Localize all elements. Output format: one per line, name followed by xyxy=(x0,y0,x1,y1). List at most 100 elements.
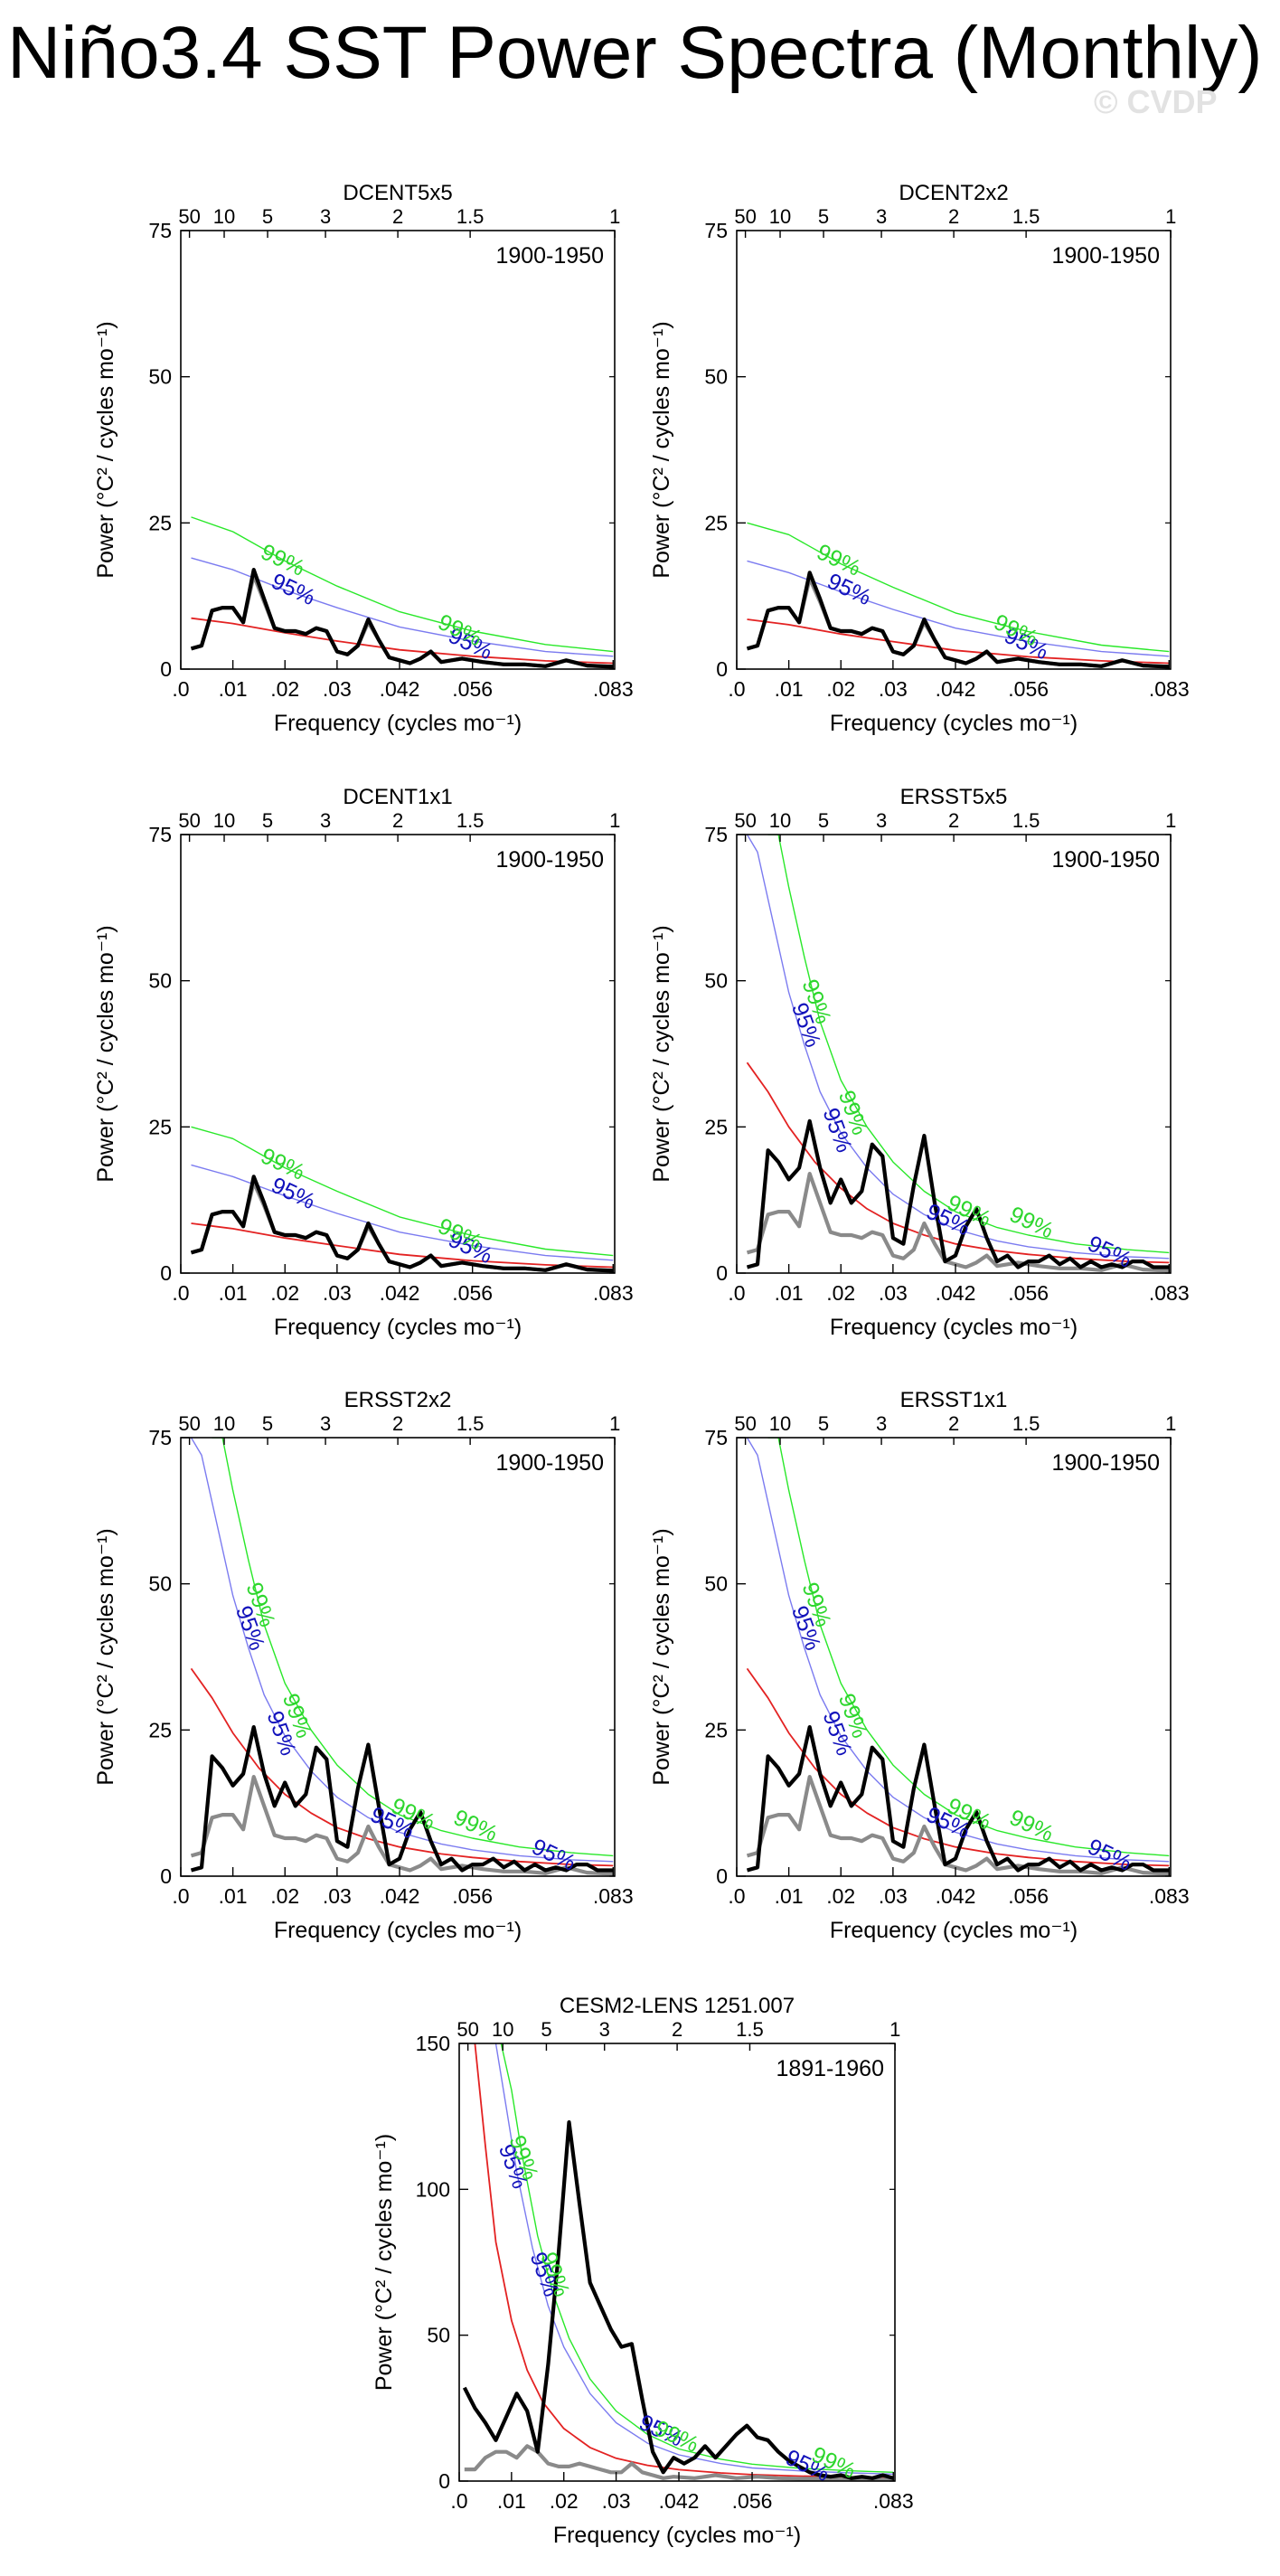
curve-label-ci99: 99% xyxy=(1005,1202,1057,1244)
x-tick-label: .042 xyxy=(936,1281,976,1305)
x-axis-label: Frequency (cycles mo⁻¹) xyxy=(830,1315,1078,1340)
series-ci99-line xyxy=(191,1126,614,1257)
chart-title: DCENT5x5 xyxy=(343,181,452,205)
top-tick-label: 5 xyxy=(818,1412,829,1435)
x-tick-label: .0 xyxy=(172,1281,189,1305)
series-ci95-line xyxy=(746,1438,1170,1863)
y-tick-label: 0 xyxy=(160,1261,172,1285)
top-tick-label: 10 xyxy=(213,205,235,228)
x-tick-label: .056 xyxy=(1008,677,1049,701)
x-tick-label: .042 xyxy=(380,1281,420,1305)
y-tick-label: 50 xyxy=(148,1572,172,1596)
x-tick-label: .03 xyxy=(602,2489,631,2513)
chart-panel-6: 95%95%95%95%99%99%99% 99%.0 .01 .02 .03 .042.… xyxy=(649,1388,1190,1943)
top-tick-label: 1 xyxy=(609,809,620,832)
series-red-noise-line xyxy=(191,1222,614,1269)
x-tick-label: .056 xyxy=(1008,1884,1049,1908)
series-lag1-line xyxy=(746,576,1170,669)
series-lag1-line xyxy=(746,1171,1170,1273)
series-ci99-line xyxy=(767,1438,1170,1857)
series-lag1-line xyxy=(464,2444,894,2481)
x-tick-label: .0 xyxy=(728,677,745,701)
x-tick-label: .02 xyxy=(826,677,855,701)
x-tick-label: .03 xyxy=(323,1884,352,1908)
y-tick-label: 0 xyxy=(716,657,728,681)
chart-title: CESM2-LENS 1251.007 xyxy=(560,1994,795,2018)
y-tick-label: 50 xyxy=(704,969,728,993)
y-tick-label: 50 xyxy=(148,969,172,993)
top-tick-label: 2 xyxy=(392,809,403,832)
chart-title: ERSST1x1 xyxy=(900,1388,1008,1412)
chart-panel-3: 95%95%99%99%.0.01.02.03.042.056.08302550… xyxy=(93,785,634,1340)
series-lag1-line xyxy=(746,1774,1170,1876)
x-tick-label: .0 xyxy=(728,1281,745,1305)
y-axis-label: Power (°C² / cycles mo⁻¹) xyxy=(649,321,674,578)
top-tick-label: 3 xyxy=(599,2018,610,2041)
y-tick-label: 50 xyxy=(704,1572,728,1596)
y-tick-label: 0 xyxy=(160,1864,172,1888)
period-label: 1900-1950 xyxy=(1051,1450,1160,1476)
x-tick-label: .042 xyxy=(380,677,420,701)
x-tick-label: .083 xyxy=(1149,1281,1190,1305)
x-tick-label: .01 xyxy=(219,1281,248,1305)
x-tick-label: .056 xyxy=(452,677,493,701)
top-tick-label: 2 xyxy=(948,809,959,832)
series-spectrum-line xyxy=(190,567,614,669)
y-tick-label: 75 xyxy=(148,219,172,242)
top-tick-label: 50 xyxy=(178,205,200,228)
curve-label-ci99: 99% xyxy=(651,2416,702,2458)
top-tick-label: 1.5 xyxy=(456,205,485,228)
top-tick-label: 50 xyxy=(178,1412,200,1435)
x-tick-label: .02 xyxy=(270,677,299,701)
series-ci99-line xyxy=(191,516,614,653)
y-tick-label: 25 xyxy=(148,511,172,534)
series-spectrum-line xyxy=(190,1724,614,1873)
top-tick-label: 3 xyxy=(320,205,331,228)
x-tick-label: .0 xyxy=(728,1884,745,1908)
y-axis-label: Power (°C² / cycles mo⁻¹) xyxy=(93,1528,118,1785)
x-tick-label: .03 xyxy=(323,677,352,701)
series-ci95-line xyxy=(494,2043,894,2475)
y-tick-label: 100 xyxy=(416,2177,450,2201)
x-tick-label: .042 xyxy=(659,2489,700,2513)
top-tick-label: 1 xyxy=(889,2018,900,2041)
x-tick-label: .042 xyxy=(936,1884,976,1908)
series-lag1-line xyxy=(190,1774,614,1876)
x-tick-label: .02 xyxy=(270,1281,299,1305)
top-tick-label: 1.5 xyxy=(1012,1412,1040,1435)
top-tick-label: 1 xyxy=(1165,205,1176,228)
plot-area: 95%95%95%95%99%99%99%99% xyxy=(190,1438,614,1876)
x-axis-label: Frequency (cycles mo⁻¹) xyxy=(830,711,1078,736)
y-tick-label: 75 xyxy=(704,219,728,242)
top-tick-label: 1.5 xyxy=(1012,205,1040,228)
x-tick-label: .02 xyxy=(550,2489,579,2513)
curve-label-ci99: 99% xyxy=(449,1805,501,1847)
top-tick-label: 3 xyxy=(876,1412,887,1435)
x-tick-label: .042 xyxy=(936,677,976,701)
top-tick-label: 3 xyxy=(320,1412,331,1435)
x-tick-label: .02 xyxy=(270,1884,299,1908)
page-title: Niño3.4 SST Power Spectra (Monthly) xyxy=(7,12,1263,94)
x-tick-label: .083 xyxy=(873,2489,914,2513)
top-tick-label: 50 xyxy=(734,1412,756,1435)
y-tick-label: 0 xyxy=(716,1864,728,1888)
x-tick-label: .01 xyxy=(775,677,804,701)
x-tick-label: .0 xyxy=(450,2489,467,2513)
top-tick-label: 10 xyxy=(213,809,235,832)
y-tick-label: 25 xyxy=(148,1718,172,1741)
x-tick-label: .056 xyxy=(452,1884,493,1908)
top-tick-label: 1.5 xyxy=(736,2018,764,2041)
y-tick-label: 75 xyxy=(704,1426,728,1449)
x-tick-label: .083 xyxy=(1149,1884,1190,1908)
series-lag1-line xyxy=(190,573,614,669)
chart-title: ERSST2x2 xyxy=(344,1388,452,1412)
y-tick-label: 150 xyxy=(416,2032,450,2055)
y-tick-label: 0 xyxy=(160,657,172,681)
y-axis-label: Power (°C² / cycles mo⁻¹) xyxy=(649,1528,674,1785)
x-axis-label: Frequency (cycles mo⁻¹) xyxy=(274,1315,522,1340)
period-label: 1900-1950 xyxy=(1051,243,1160,269)
x-axis-label: Frequency (cycles mo⁻¹) xyxy=(274,1918,522,1943)
y-tick-label: 50 xyxy=(148,365,172,389)
chart-panel-7: 95%95%95%95%99%99%99%99% .0 .01 .02 .03 .042.… xyxy=(372,1994,914,2548)
